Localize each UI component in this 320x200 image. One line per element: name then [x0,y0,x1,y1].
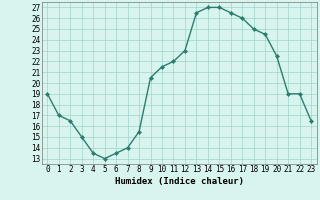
X-axis label: Humidex (Indice chaleur): Humidex (Indice chaleur) [115,177,244,186]
